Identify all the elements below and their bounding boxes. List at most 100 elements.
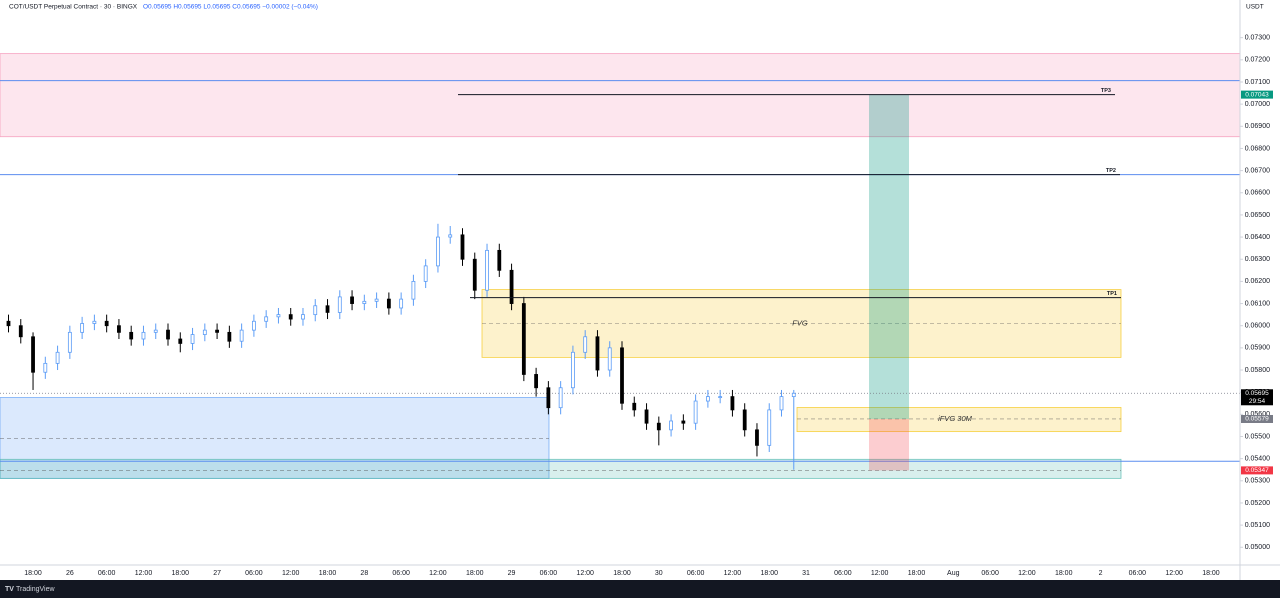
ohlc-readout: O0.05695 H0.05695 L0.05695 C0.05695 −0.0…	[143, 4, 318, 11]
y-tick-label: 0.06600	[1245, 190, 1270, 197]
y-tick-label: 0.07200	[1245, 57, 1270, 64]
candle-body	[141, 331, 146, 340]
candle-body	[55, 351, 60, 364]
x-tick-label: 06:00	[392, 570, 410, 577]
x-tick-label: 29	[508, 570, 516, 577]
candle-body	[755, 429, 759, 446]
candle-body	[350, 296, 354, 304]
y-tick-label: 0.06500	[1245, 212, 1270, 219]
x-tick-label: 12:00	[135, 570, 153, 577]
candle-body	[767, 409, 772, 446]
candle-body	[436, 236, 440, 267]
x-tick-label: 27	[213, 570, 221, 577]
target-label: TP1	[1107, 291, 1117, 297]
candle-body	[31, 336, 35, 373]
x-tick-label: 12:00	[1018, 570, 1036, 577]
symbol-title: COT/USDT Perpetual Contract · 30 · BINGX	[9, 4, 138, 11]
candle-body	[718, 396, 723, 399]
candle-body	[534, 374, 539, 389]
candle-body	[202, 329, 207, 335]
x-tick-label: 18:00	[172, 570, 190, 577]
candle-body	[190, 334, 195, 344]
y-tick-label: 0.06300	[1245, 256, 1270, 263]
x-tick-label: Aug	[947, 570, 960, 577]
candle-body	[583, 336, 588, 353]
y-tick-label: 0.07100	[1245, 79, 1270, 86]
footer-bar	[0, 580, 1280, 598]
y-tick-label: 0.06000	[1245, 323, 1270, 330]
candle-body	[571, 351, 575, 389]
y-tick-label: 0.06900	[1245, 123, 1270, 130]
candle-body	[264, 316, 269, 322]
zone	[0, 397, 550, 479]
candle-body	[153, 329, 158, 333]
candle-body	[546, 387, 551, 409]
x-tick-label: 12:00	[724, 570, 742, 577]
candle-body	[644, 409, 649, 424]
candle-body	[705, 396, 710, 402]
price-marker	[1241, 414, 1273, 423]
candle-body	[374, 298, 379, 302]
y-tick-label: 0.05000	[1245, 544, 1270, 551]
footer-logo: TV	[5, 586, 14, 593]
candle-body	[166, 329, 170, 340]
candle-body	[448, 234, 453, 238]
x-tick-label: 06:00	[540, 570, 558, 577]
x-tick-label: 12:00	[1165, 570, 1183, 577]
candle-body	[791, 392, 796, 398]
candle-body	[460, 234, 465, 260]
zone-label: FVG	[792, 318, 808, 327]
x-tick-label: 06:00	[245, 570, 263, 577]
y-tick-label: 0.05300	[1245, 478, 1270, 485]
x-tick-label: 12:00	[871, 570, 889, 577]
x-tick-label: 31	[802, 570, 810, 577]
y-tick-label: 0.05100	[1245, 522, 1270, 529]
zone	[0, 53, 1241, 138]
x-tick-label: 06:00	[981, 570, 999, 577]
candle-body	[558, 387, 563, 409]
candle-body	[620, 347, 624, 404]
candle-body	[656, 422, 661, 431]
price-marker	[1241, 466, 1273, 475]
position-loss	[869, 418, 909, 471]
footer-brand[interactable]: TradingView	[16, 586, 55, 593]
x-tick-label: 18:00	[466, 570, 484, 577]
x-tick-label: 12:00	[282, 570, 300, 577]
candle-body	[325, 305, 330, 313]
target-label: TP3	[1101, 88, 1111, 94]
x-tick-label: 06:00	[834, 570, 852, 577]
x-tick-label: 06:00	[687, 570, 705, 577]
candle-body	[67, 331, 72, 353]
candle-body	[497, 249, 502, 271]
x-tick-label: 06:00	[98, 570, 116, 577]
candle-body	[6, 320, 11, 327]
candle-body	[472, 258, 477, 291]
position-profit	[869, 94, 909, 419]
candle-body	[239, 329, 244, 342]
candle-body	[779, 396, 784, 411]
candle-body	[18, 325, 23, 338]
price-marker-label: 0.05347	[1245, 467, 1269, 474]
zone	[796, 407, 1122, 433]
candle-body	[43, 362, 48, 373]
price-marker-label: 0.05695	[1245, 390, 1269, 397]
candle-body	[104, 320, 109, 327]
y-tick-label: 0.06700	[1245, 167, 1270, 174]
x-tick-label: 18:00	[613, 570, 631, 577]
x-tick-label: 06:00	[1129, 570, 1147, 577]
candle-body	[288, 314, 293, 320]
x-tick-label: 30	[655, 570, 663, 577]
candle-body	[215, 329, 219, 333]
zone-label: iFVG 30M	[938, 414, 973, 423]
target-label: TP2	[1106, 168, 1116, 174]
y-tick-label: 0.05900	[1245, 345, 1270, 352]
y-tick-label: 0.07000	[1245, 101, 1270, 108]
candle-body	[693, 400, 698, 424]
price-marker-label: 0.07043	[1245, 91, 1269, 98]
candle-body	[399, 298, 404, 309]
candle-body	[251, 320, 256, 331]
zone	[0, 458, 1122, 479]
candle-body	[386, 298, 391, 309]
y-tick-label: 0.05800	[1245, 367, 1270, 374]
